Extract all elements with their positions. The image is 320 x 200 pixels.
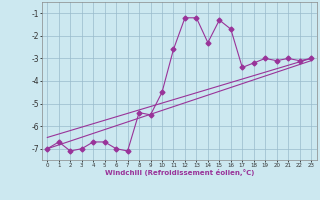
X-axis label: Windchill (Refroidissement éolien,°C): Windchill (Refroidissement éolien,°C) <box>105 169 254 176</box>
